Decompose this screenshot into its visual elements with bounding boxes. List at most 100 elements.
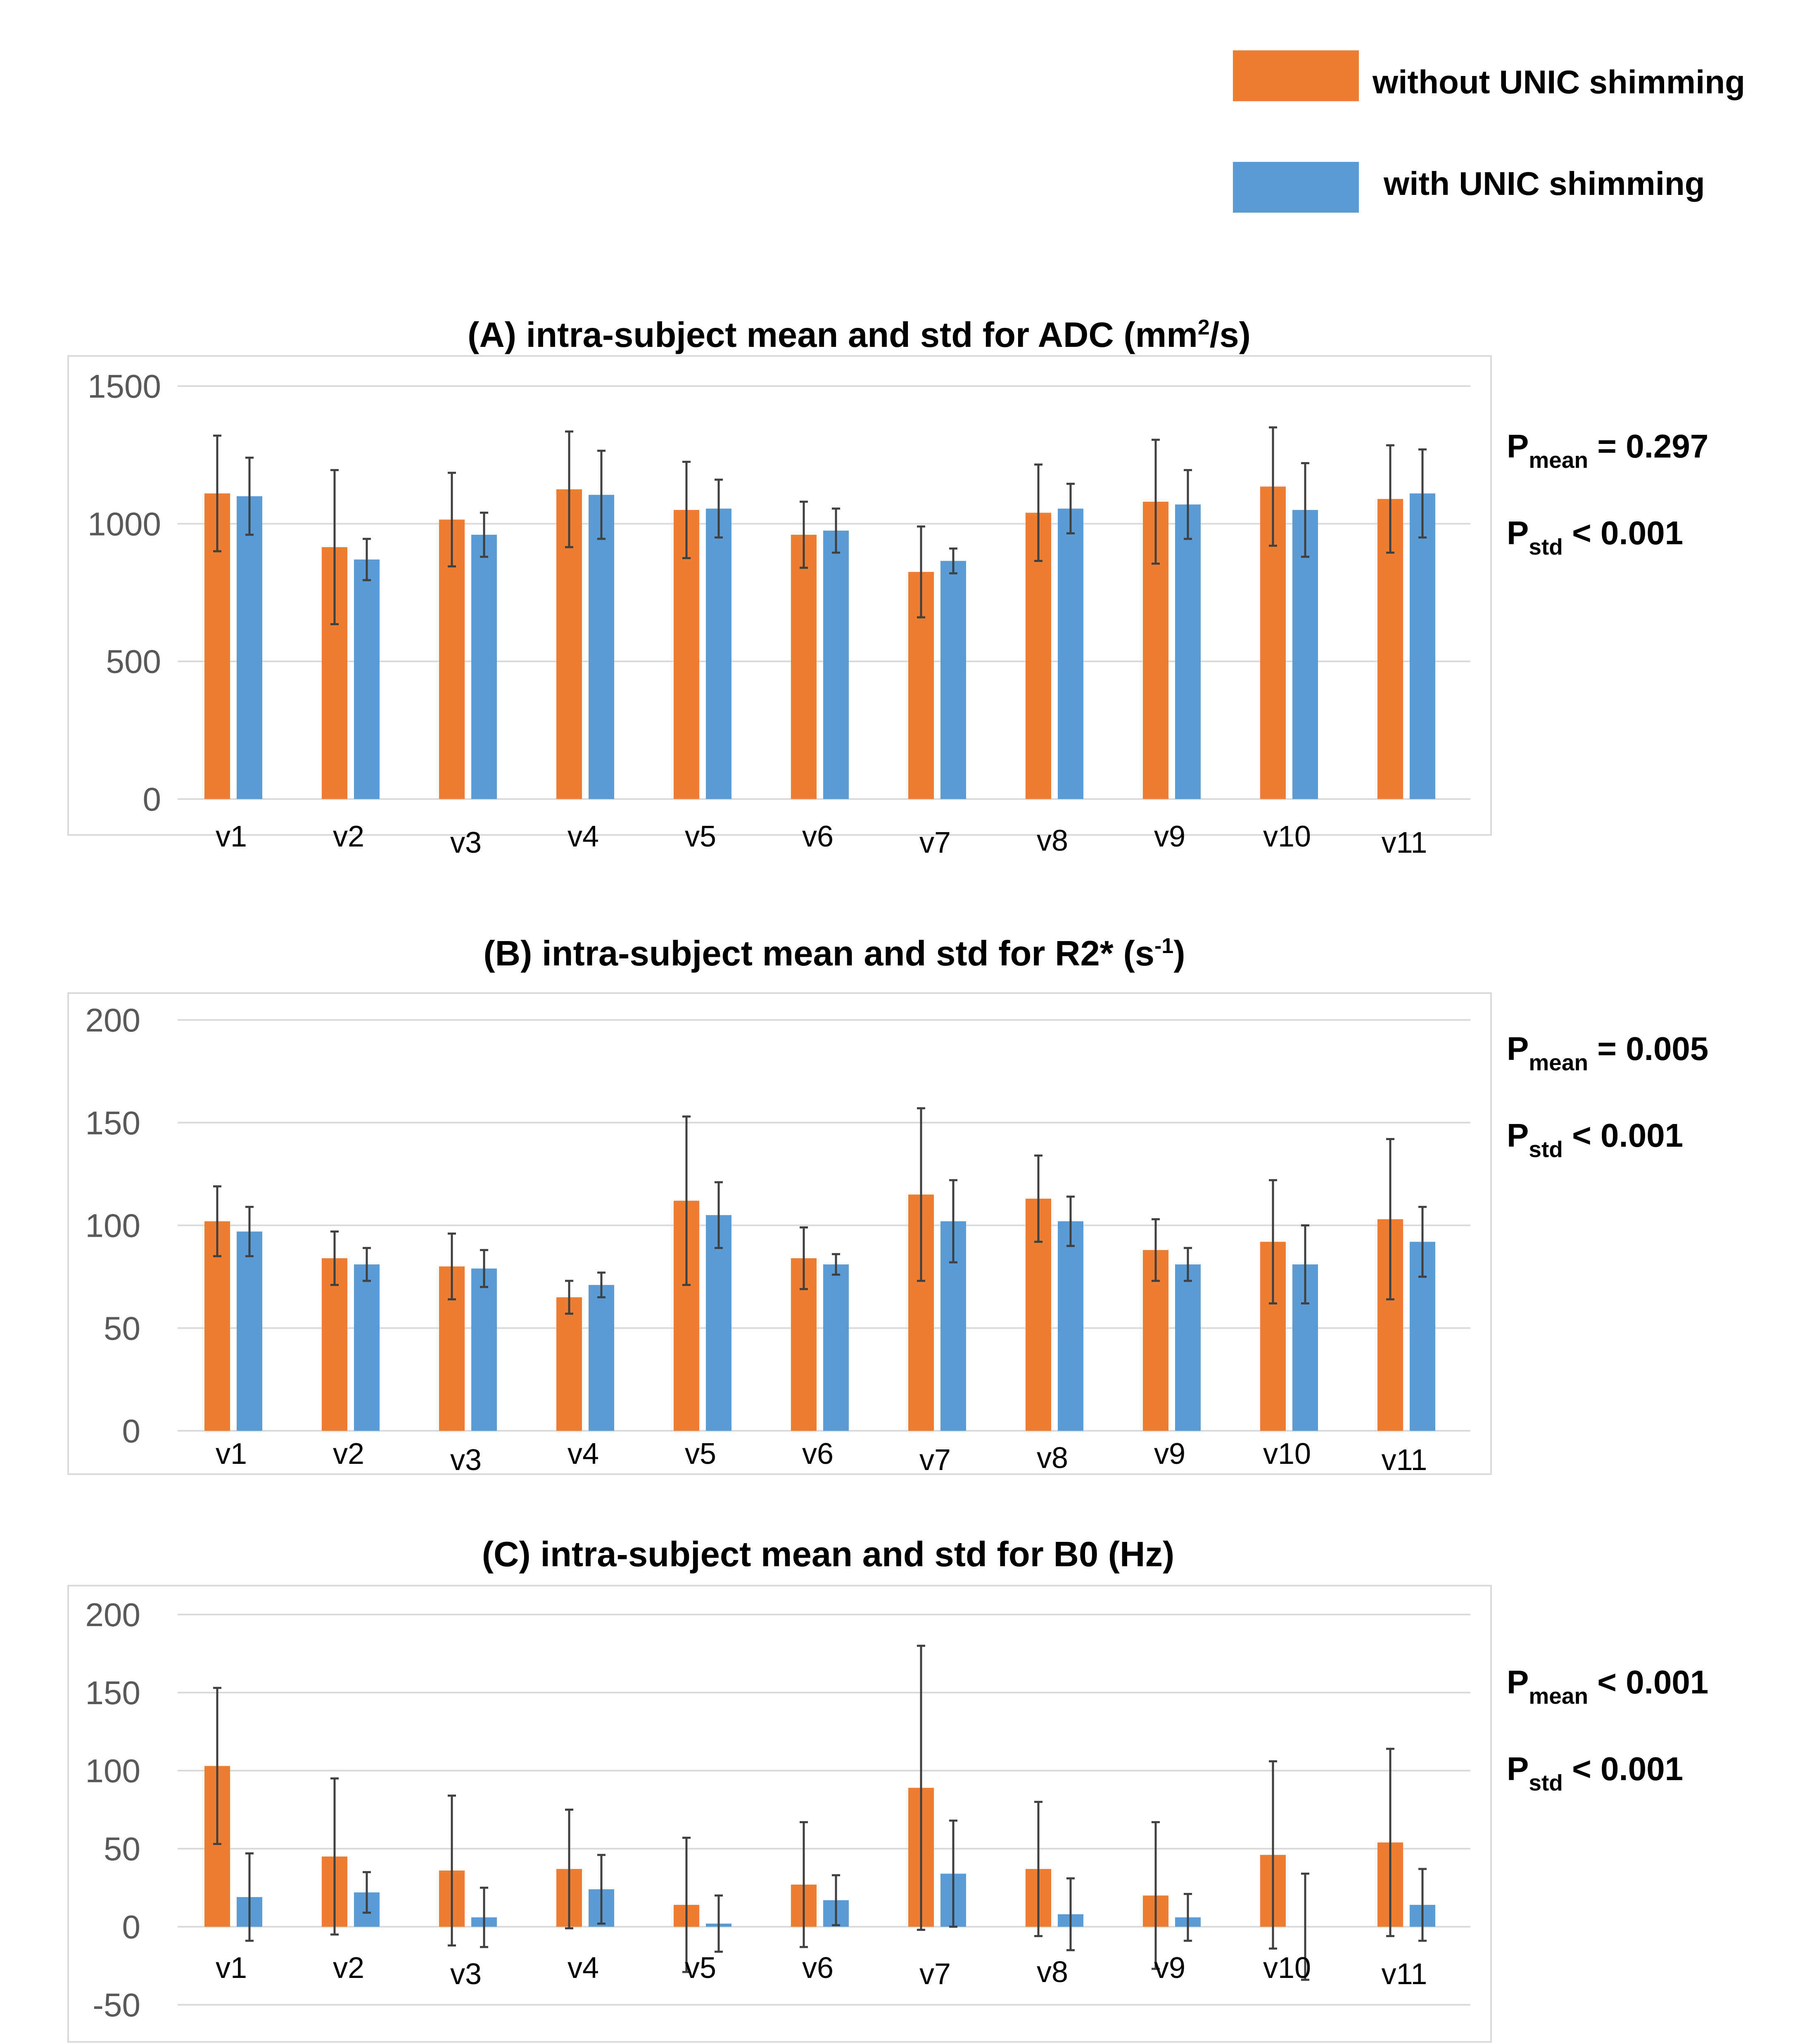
panel-a-adc: (A) intra-subject mean and std for ADC (… xyxy=(67,315,1708,859)
x-tick-label-v3: v3 xyxy=(450,1444,482,1477)
x-tick-label-v10: v10 xyxy=(1263,820,1311,853)
y-tick-label: 50 xyxy=(104,1831,140,1867)
bar-with-unic-v2 xyxy=(354,560,380,799)
y-tick-label: 150 xyxy=(85,1674,140,1711)
bar-with-unic-v1 xyxy=(237,1231,262,1431)
y-tick-label: 200 xyxy=(85,1596,140,1633)
panel-b-p-std: Pstd < 0.001 xyxy=(1507,1117,1683,1162)
bar-with-unic-v3 xyxy=(471,535,497,799)
panel-b-x-axis: v1 v2 v3 v4 v5 v6 v7 v8 v9 v10 v11 xyxy=(216,1437,1427,1477)
y-tick-label: 50 xyxy=(104,1310,140,1347)
panel-b-r2star: (B) intra-subject mean and std for R2* (… xyxy=(67,934,1708,1477)
y-tick-label: 1500 xyxy=(88,368,161,405)
bar-with-unic-v4 xyxy=(589,1285,614,1431)
y-tick-label: 200 xyxy=(85,1002,140,1039)
bar-with-unic-v9 xyxy=(1175,1264,1201,1431)
y-tick-label: 0 xyxy=(122,1413,141,1449)
panel-b-bars xyxy=(204,1107,1435,1431)
x-tick-label-v10: v10 xyxy=(1263,1437,1311,1470)
panel-c-y-axis: -50 0 50 100 150 200 xyxy=(85,1596,140,2023)
panel-b-plot-area xyxy=(67,992,1492,1475)
bar-without-unic-v4 xyxy=(556,1297,582,1431)
x-tick-label-v1: v1 xyxy=(216,820,247,853)
x-tick-label-v8: v8 xyxy=(1037,1956,1068,1989)
bar-with-unic-v6 xyxy=(823,1264,849,1431)
x-tick-label-v6: v6 xyxy=(802,820,834,853)
panel-c-gridlines xyxy=(178,1614,1470,2006)
panel-c-plot-area xyxy=(67,1585,1492,2043)
legend-swatch-with-unic xyxy=(1233,162,1359,213)
y-tick-label: 100 xyxy=(85,1752,140,1789)
legend: without UNIC shimming with UNIC shimming xyxy=(1233,50,1745,213)
x-tick-label-v3: v3 xyxy=(450,1958,482,1991)
panel-a-p-mean: Pmean = 0.297 xyxy=(1507,428,1708,473)
panel-a-plot-area xyxy=(67,355,1492,836)
y-tick-label: 0 xyxy=(122,1909,141,1945)
legend-swatch-without-unic xyxy=(1233,50,1359,101)
panel-c-b0: (C) intra-subject mean and std for B0 (H… xyxy=(67,1535,1708,2043)
bar-with-unic-v1 xyxy=(237,496,262,799)
y-tick-label: 500 xyxy=(106,643,161,680)
x-tick-label-v6: v6 xyxy=(802,1437,834,1470)
x-tick-label-v4: v4 xyxy=(568,820,599,853)
x-tick-label-v8: v8 xyxy=(1037,824,1068,857)
bar-without-unic-v2 xyxy=(322,1258,347,1431)
bar-with-unic-v5 xyxy=(706,508,731,799)
y-tick-label: 0 xyxy=(143,781,161,818)
panel-a-x-axis: v1 v2 v3 v4 v5 v6 v7 v8 v9 v10 v11 xyxy=(216,820,1427,859)
x-tick-label-v9: v9 xyxy=(1154,1437,1185,1470)
panel-c-p-std: Pstd < 0.001 xyxy=(1507,1750,1683,1795)
bar-with-unic-v6 xyxy=(823,531,849,799)
x-tick-label-v10: v10 xyxy=(1263,1952,1311,1985)
y-tick-label: 1000 xyxy=(88,505,161,542)
panel-c-p-mean: Pmean < 0.001 xyxy=(1507,1664,1708,1709)
panel-b-y-axis: 0 50 100 150 200 xyxy=(85,1002,140,1449)
bar-with-unic-v8 xyxy=(1058,1221,1083,1431)
bar-without-unic-v6 xyxy=(791,535,817,799)
x-tick-label-v5: v5 xyxy=(685,820,716,853)
y-tick-label: -50 xyxy=(93,1987,140,2023)
bar-with-unic-v9 xyxy=(1175,504,1201,799)
panel-a-y-axis: 0 500 1000 1500 xyxy=(88,368,161,818)
x-tick-label-v2: v2 xyxy=(333,1952,364,1985)
panel-b-title: (B) intra-subject mean and std for R2* (… xyxy=(483,934,1185,973)
x-tick-label-v4: v4 xyxy=(568,1952,599,1985)
panel-a-p-std: Pstd < 0.001 xyxy=(1507,515,1683,560)
x-tick-label-v11: v11 xyxy=(1382,826,1427,859)
x-tick-label-v7: v7 xyxy=(919,1958,951,1991)
x-tick-label-v9: v9 xyxy=(1154,820,1185,853)
x-tick-label-v9: v9 xyxy=(1154,1952,1185,1985)
x-tick-label-v1: v1 xyxy=(216,1952,247,1985)
x-tick-label-v3: v3 xyxy=(450,826,482,859)
x-tick-label-v2: v2 xyxy=(333,1437,364,1470)
x-tick-label-v11: v11 xyxy=(1382,1444,1427,1477)
x-tick-label-v11: v11 xyxy=(1382,1958,1427,1991)
bar-with-unic-v2 xyxy=(354,1264,380,1431)
bar-with-unic-v4 xyxy=(589,495,614,799)
bar-with-unic-v5 xyxy=(706,1215,731,1431)
legend-label-with-unic: with UNIC shimming xyxy=(1383,165,1705,202)
x-tick-label-v7: v7 xyxy=(919,1444,951,1477)
panel-a-bars xyxy=(204,426,1435,799)
panel-c-bars xyxy=(204,1645,1435,1981)
panel-a-title: (A) intra-subject mean and std for ADC (… xyxy=(468,315,1251,355)
bar-with-unic-v3 xyxy=(471,1268,497,1431)
x-tick-label-v4: v4 xyxy=(568,1437,599,1470)
panel-b-p-mean: Pmean = 0.005 xyxy=(1507,1030,1708,1075)
y-tick-label: 100 xyxy=(85,1207,140,1244)
bar-with-unic-v11 xyxy=(1410,493,1435,799)
x-tick-label-v2: v2 xyxy=(333,820,364,853)
x-tick-label-v1: v1 xyxy=(216,1437,247,1470)
x-tick-label-v5: v5 xyxy=(685,1952,716,1985)
x-tick-label-v7: v7 xyxy=(919,826,951,859)
bar-with-unic-v10 xyxy=(1292,510,1318,799)
x-tick-label-v8: v8 xyxy=(1037,1442,1068,1475)
legend-label-without-unic: without UNIC shimming xyxy=(1372,64,1745,100)
bar-with-unic-v7 xyxy=(940,561,966,799)
x-tick-label-v5: v5 xyxy=(685,1437,716,1470)
y-tick-label: 150 xyxy=(85,1105,140,1141)
bar-with-unic-v8 xyxy=(1058,508,1083,799)
panel-c-title: (C) intra-subject mean and std for B0 (H… xyxy=(482,1535,1175,1574)
panel-c-x-axis: v1 v2 v3 v4 v5 v6 v7 v8 v9 v10 v11 xyxy=(216,1952,1427,1991)
